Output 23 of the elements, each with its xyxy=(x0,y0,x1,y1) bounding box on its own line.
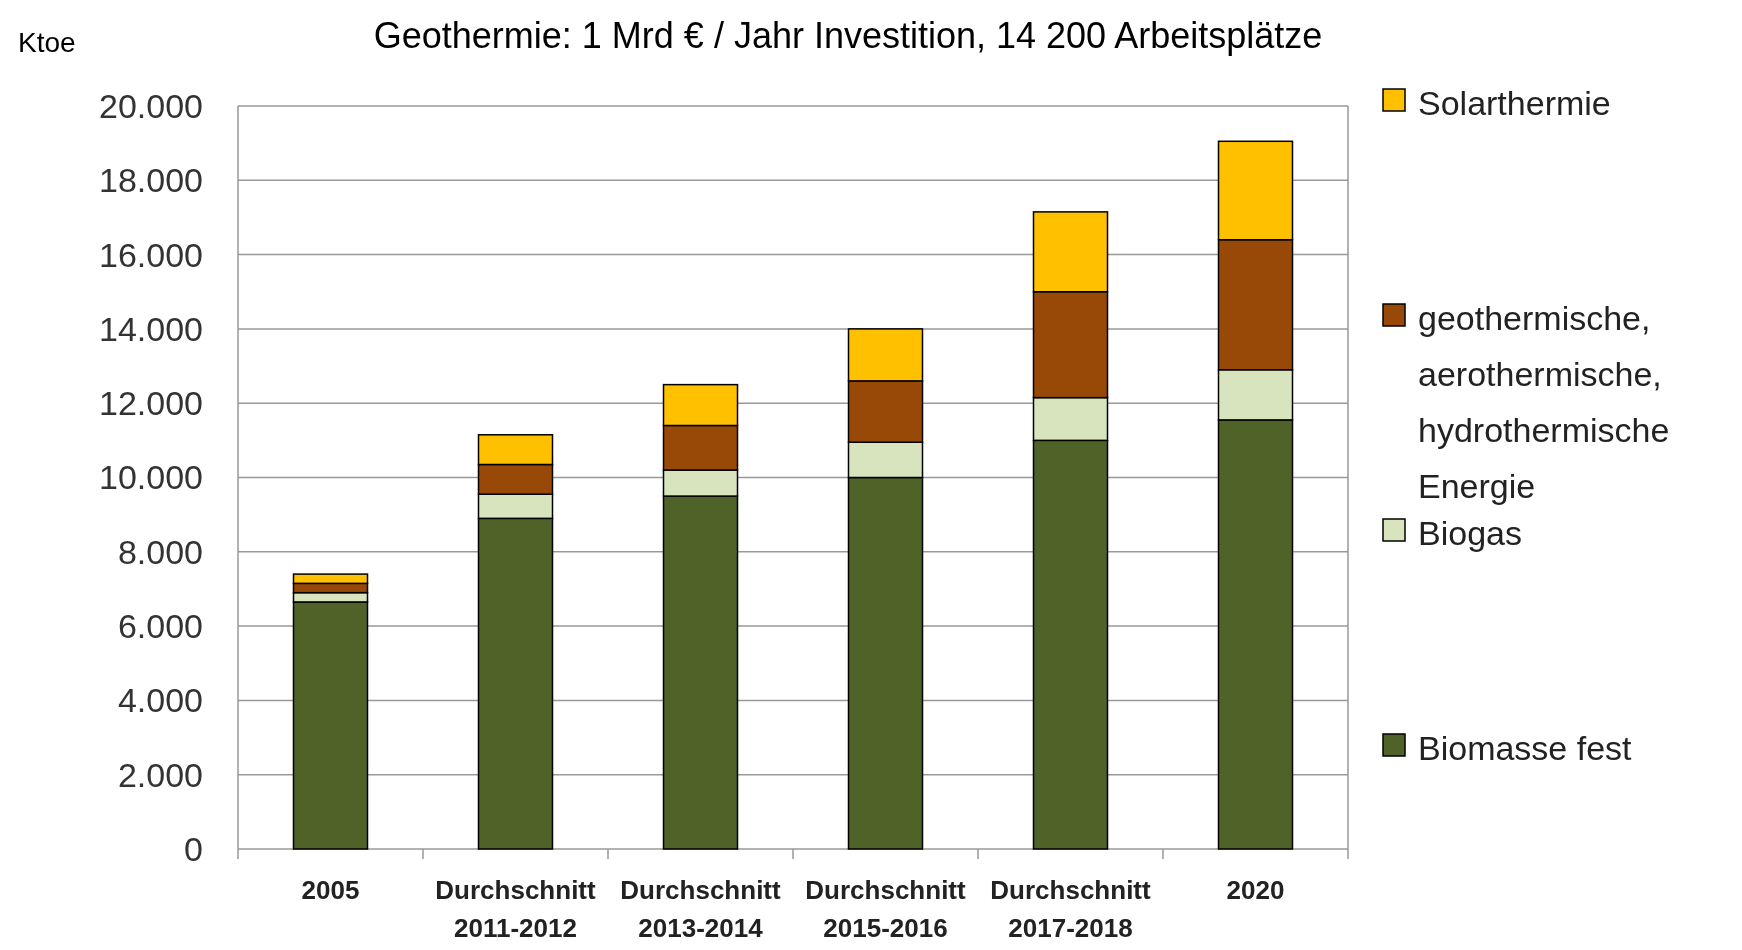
y-tick-label: 16.000 xyxy=(99,235,203,274)
y-axis-title: Ktoe xyxy=(18,27,76,58)
y-tick-label: 18.000 xyxy=(99,161,203,200)
legend-label: geothermische, aerothermische, hydrothermische Energie xyxy=(1418,298,1670,505)
x-tick-label: Durchschnitt 2011-2012 xyxy=(435,875,597,943)
y-tick-label: 0 xyxy=(184,829,203,868)
x-tick-label: Durchschnitt 2013-2014 xyxy=(620,875,782,943)
y-tick-label: 14.000 xyxy=(99,309,203,348)
legend-label: Biomasse fest xyxy=(1418,728,1633,767)
chart-title: Geothermie: 1 Mrd € / Jahr Investition, 14 200 Arbeitsplätze xyxy=(373,15,1323,56)
x-tick-label: Durchschnitt 2017-2018 xyxy=(990,875,1152,943)
x-tick-label: Durchschnitt 2015-2016 xyxy=(805,875,967,943)
y-tick-label: 4.000 xyxy=(117,681,203,720)
legend-label: Biogas xyxy=(1418,513,1522,552)
y-tick-label: 6.000 xyxy=(117,607,203,645)
x-tick-label: 2020 xyxy=(1226,875,1285,905)
y-tick-label: 20.000 xyxy=(99,86,203,125)
y-tick-label: 12.000 xyxy=(99,384,203,423)
y-tick-label: 8.000 xyxy=(117,532,203,571)
x-tick-label: 2005 xyxy=(301,875,360,905)
y-tick-label: 2.000 xyxy=(117,755,203,794)
legend-label: Solarthermie xyxy=(1418,83,1611,122)
y-tick-label: 10.000 xyxy=(99,458,203,497)
